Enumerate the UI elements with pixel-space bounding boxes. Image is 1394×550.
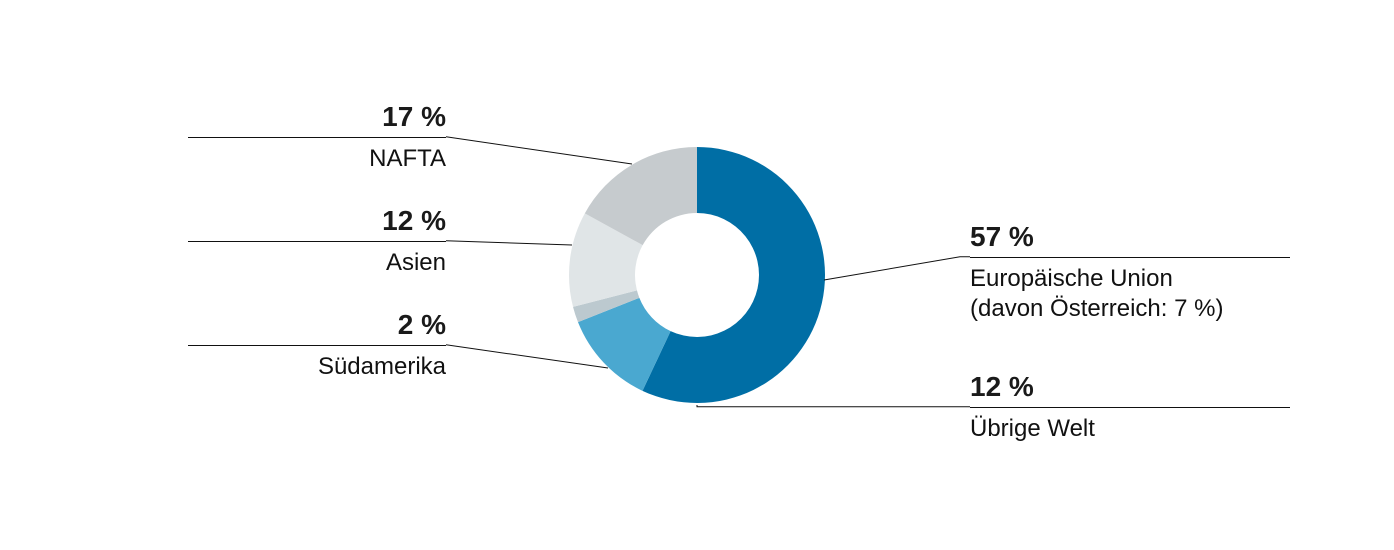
label-eu-pct: 57 % — [970, 222, 1290, 253]
label-eu-line1: Europäische Union — [970, 264, 1290, 294]
label-suedamerika-line1: Südamerika — [188, 352, 446, 382]
label-suedamerika: 2 % Südamerika — [188, 310, 446, 382]
leader-nafta — [446, 137, 632, 164]
label-nafta-pct: 17 % — [188, 102, 446, 133]
label-eu-line2: (davon Österreich: 7 %) — [970, 294, 1290, 324]
label-eu: 57 % Europäische Union (davon Österreich… — [970, 222, 1290, 324]
label-suedamerika-rule — [188, 345, 446, 346]
label-uebrige-rule — [970, 407, 1290, 408]
leader-eu — [824, 257, 970, 280]
label-nafta: 17 % NAFTA — [188, 102, 446, 174]
leader-asien — [446, 241, 572, 245]
donut-slices — [569, 147, 825, 403]
label-uebrige-pct: 12 % — [970, 372, 1290, 403]
label-asien-pct: 12 % — [188, 206, 446, 237]
label-nafta-line1: NAFTA — [188, 144, 446, 174]
label-asien-line1: Asien — [188, 248, 446, 278]
label-asien: 12 % Asien — [188, 206, 446, 278]
label-asien-rule — [188, 241, 446, 242]
label-uebrige: 12 % Übrige Welt — [970, 372, 1290, 444]
label-suedamerika-pct: 2 % — [188, 310, 446, 341]
label-nafta-rule — [188, 137, 446, 138]
leader-uebrige — [697, 405, 970, 407]
label-eu-rule — [970, 257, 1290, 258]
label-uebrige-line1: Übrige Welt — [970, 414, 1290, 444]
donut-chart: 57 % Europäische Union (davon Österreich… — [0, 0, 1394, 550]
leader-suedamerika — [446, 345, 608, 368]
